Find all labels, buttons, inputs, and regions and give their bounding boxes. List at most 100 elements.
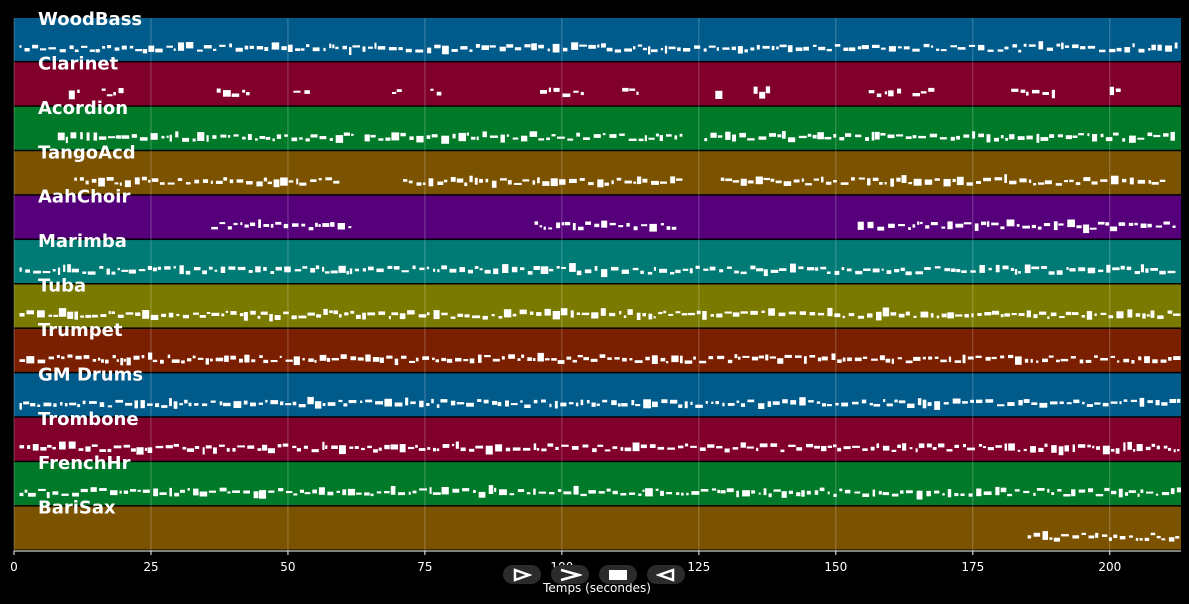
note — [419, 267, 425, 271]
note — [401, 270, 409, 273]
note — [426, 403, 430, 406]
note — [378, 138, 384, 141]
note — [912, 224, 916, 228]
note — [931, 45, 934, 48]
note — [737, 46, 743, 54]
note — [331, 445, 338, 449]
note — [872, 489, 876, 497]
note — [322, 223, 330, 227]
note — [60, 402, 63, 406]
note — [1076, 225, 1082, 229]
stop-button[interactable] — [599, 565, 637, 584]
note — [635, 404, 641, 407]
note — [533, 488, 536, 495]
note — [391, 312, 399, 316]
note — [1039, 311, 1047, 315]
note — [193, 488, 199, 496]
note — [347, 488, 356, 496]
note — [356, 492, 362, 495]
note — [239, 313, 244, 317]
note — [874, 131, 880, 140]
note — [878, 490, 882, 495]
note — [75, 355, 82, 360]
note — [99, 402, 105, 407]
note — [986, 134, 991, 143]
note — [995, 486, 1000, 496]
note — [276, 134, 282, 139]
note — [861, 399, 867, 404]
note — [681, 492, 684, 496]
note — [57, 267, 61, 275]
note — [1124, 47, 1131, 53]
note — [934, 490, 940, 494]
note — [166, 45, 173, 48]
note — [48, 314, 53, 317]
note — [384, 398, 392, 407]
note — [750, 47, 755, 51]
note — [576, 312, 580, 315]
note — [844, 489, 851, 494]
note — [284, 266, 291, 273]
rewind-button[interactable] — [647, 565, 685, 584]
note — [643, 399, 651, 409]
note — [879, 355, 885, 361]
note — [788, 311, 796, 315]
note — [244, 45, 249, 50]
note — [205, 445, 212, 449]
note — [812, 134, 817, 139]
note — [431, 398, 434, 404]
x-tick-label: 175 — [961, 560, 984, 574]
note — [908, 227, 911, 230]
play-button[interactable] — [503, 565, 541, 584]
note — [588, 490, 596, 494]
note — [1116, 47, 1122, 52]
x-tick-label: 150 — [824, 560, 847, 574]
note — [155, 48, 163, 53]
track-band — [14, 195, 1181, 239]
note — [1100, 358, 1108, 361]
note — [499, 46, 506, 52]
note — [917, 398, 922, 406]
note — [660, 490, 664, 496]
note — [970, 270, 976, 273]
note — [976, 181, 981, 184]
note — [466, 132, 469, 136]
note — [338, 265, 346, 273]
note — [323, 47, 326, 52]
note — [346, 271, 349, 275]
note — [19, 359, 26, 362]
note — [67, 311, 74, 319]
note — [930, 313, 934, 318]
note — [736, 490, 739, 498]
note — [1017, 449, 1021, 452]
note — [747, 138, 755, 141]
note — [398, 492, 406, 496]
note — [426, 135, 431, 139]
note — [1148, 48, 1151, 51]
note — [508, 354, 515, 359]
note — [165, 445, 173, 449]
note — [890, 178, 894, 187]
note — [827, 307, 833, 317]
note — [388, 47, 397, 51]
note — [715, 90, 723, 99]
fast-forward-button[interactable] — [551, 565, 589, 584]
note — [479, 268, 483, 271]
note — [553, 87, 560, 92]
note — [817, 132, 824, 140]
note — [451, 49, 458, 52]
note — [296, 178, 299, 185]
note — [80, 315, 84, 318]
note — [807, 133, 812, 137]
note — [763, 269, 768, 277]
note — [987, 49, 994, 52]
note — [865, 137, 869, 141]
note — [1151, 443, 1156, 447]
note — [1047, 488, 1050, 493]
note — [547, 443, 554, 447]
note — [147, 403, 153, 406]
note — [1072, 44, 1079, 49]
note — [179, 265, 184, 275]
note — [250, 310, 256, 315]
note — [436, 448, 440, 452]
